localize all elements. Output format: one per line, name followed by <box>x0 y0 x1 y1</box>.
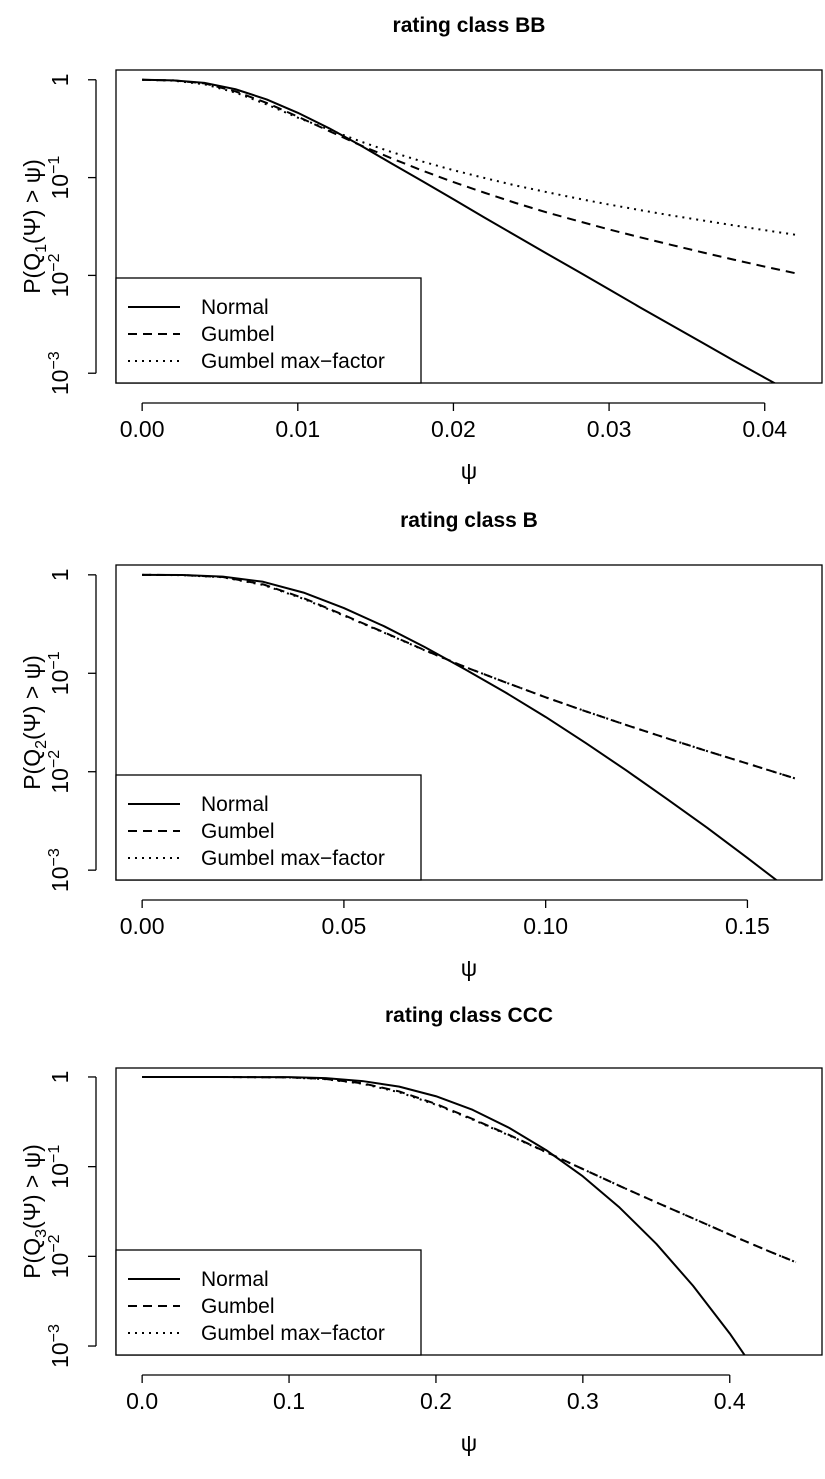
x-tick-label: 0.4 <box>714 1388 746 1414</box>
y-tick-base: 10 <box>47 1163 73 1189</box>
y-tick-base: 1 <box>47 73 73 86</box>
y-tick-label: 10−1 <box>46 1145 73 1189</box>
legend-label-2: Gumbel <box>201 820 275 843</box>
chart-title-text: rating class CCC <box>385 1004 553 1027</box>
x-tick-label: 0.01 <box>275 416 320 442</box>
chart-title: rating class CCC <box>385 1004 553 1027</box>
legend-label-2: Gumbel <box>201 1295 275 1318</box>
y-tick-label: 10−2 <box>46 253 73 297</box>
y-tick-base: 10 <box>47 272 73 298</box>
y-axis-label: P(Q3(Ψ) > ψ) <box>19 1144 50 1279</box>
plot-frame <box>115 564 823 881</box>
y-tick-base: 10 <box>47 1253 73 1279</box>
y-axis-label: P(Q2(Ψ) > ψ) <box>19 655 50 790</box>
y-tick-exponent: −2 <box>46 750 63 768</box>
series-line-1 <box>142 573 778 880</box>
y-tick-exponent: −1 <box>46 156 63 174</box>
chart-panel-1: rating class BB0.00 0.01 0.02 0.03 0.04ψ110−… <box>19 14 823 484</box>
series-line-3 <box>142 78 796 236</box>
y-tick-base: 10 <box>47 866 73 892</box>
y-tick-base: 10 <box>47 1342 73 1368</box>
x-axis-label: ψ <box>461 955 477 981</box>
x-tick-label: 0.04 <box>742 416 787 442</box>
series-line-3 <box>142 1075 797 1264</box>
x-tick-label: 0.00 <box>120 913 165 939</box>
y-tick-label: 1 <box>47 568 73 581</box>
y-axis-label-prefix: P(Q <box>19 253 45 294</box>
x-tick-label: 0.02 <box>431 416 476 442</box>
chart-panel-2: rating class B0.00 0.05 0.10 0.15ψ110−110−2… <box>19 509 823 981</box>
x-tick-label: 0.00 <box>120 416 165 442</box>
y-tick-label: 1 <box>47 1071 73 1084</box>
y-axis-label-subscript: 2 <box>33 740 50 749</box>
plot-frame <box>115 1067 823 1356</box>
chart-title: rating class B <box>400 509 538 532</box>
y-tick-label: 10−2 <box>46 750 73 794</box>
x-tick-label: 0.3 <box>567 1388 599 1414</box>
x-tick-label: 0.1 <box>273 1388 305 1414</box>
y-tick-base: 1 <box>47 1071 73 1084</box>
legend-box <box>115 1249 422 1356</box>
y-tick-label: 10−3 <box>46 848 73 892</box>
y-tick-base: 10 <box>47 670 73 696</box>
x-tick-label: 0.03 <box>587 416 632 442</box>
y-tick-exponent: −3 <box>46 1324 63 1342</box>
y-axis-label: P(Q1(Ψ) > ψ) <box>19 159 50 294</box>
legend-label-1: Normal <box>201 296 269 319</box>
legend-label-1: Normal <box>201 793 269 816</box>
y-axis-label-prefix: P(Q <box>19 749 45 790</box>
series-line-2 <box>142 1075 797 1264</box>
legend-box <box>115 774 422 881</box>
x-tick-label: 0.10 <box>523 913 568 939</box>
x-tick-label: 0.0 <box>126 1388 158 1414</box>
y-tick-base: 10 <box>47 174 73 200</box>
x-tick-label: 0.2 <box>420 1388 452 1414</box>
y-axis-label-prefix: P(Q <box>19 1238 45 1279</box>
y-axis-label-suffix: (Ψ) > ψ) <box>19 1144 45 1229</box>
legend-label-1: Normal <box>201 1268 269 1291</box>
legend-label-3: Gumbel max−factor <box>201 847 385 870</box>
x-tick-label: 0.05 <box>322 913 367 939</box>
x-axis-label: ψ <box>461 458 477 484</box>
y-axis-label-subscript: 3 <box>33 1229 50 1238</box>
legend-label-3: Gumbel max−factor <box>201 1322 385 1345</box>
chart-title-text: rating class B <box>400 509 538 532</box>
y-axis-label-suffix: (Ψ) > ψ) <box>19 655 45 740</box>
series-line-1 <box>142 78 777 383</box>
y-tick-exponent: −3 <box>46 351 63 369</box>
y-tick-label: 10−1 <box>46 651 73 695</box>
y-axis-label-suffix: (Ψ) > ψ) <box>19 159 45 244</box>
legend-label-2: Gumbel <box>201 323 275 346</box>
y-tick-exponent: −1 <box>46 651 63 669</box>
plot-frame <box>115 69 823 384</box>
y-tick-label: 10−3 <box>46 1324 73 1368</box>
y-tick-label: 1 <box>47 73 73 86</box>
x-axis-label: ψ <box>461 1430 477 1456</box>
y-tick-exponent: −2 <box>46 253 63 271</box>
y-tick-exponent: −2 <box>46 1234 63 1252</box>
legend-box <box>115 277 422 384</box>
series-line-3 <box>142 573 797 780</box>
y-tick-label: 10−2 <box>46 1234 73 1278</box>
y-tick-base: 10 <box>47 370 73 396</box>
series-line-2 <box>142 78 797 275</box>
y-tick-exponent: −3 <box>46 848 63 866</box>
series-line-2 <box>142 573 797 780</box>
legend-label-3: Gumbel max−factor <box>201 350 385 373</box>
y-tick-label: 10−3 <box>46 351 73 395</box>
y-tick-base: 10 <box>47 768 73 794</box>
x-tick-label: 0.15 <box>725 913 770 939</box>
y-tick-label: 10−1 <box>46 156 73 200</box>
chart-title: rating class BB <box>393 14 546 37</box>
y-tick-base: 1 <box>47 568 73 581</box>
chart-title-text: rating class BB <box>393 14 546 37</box>
y-axis-label-subscript: 1 <box>33 244 50 253</box>
y-tick-exponent: −1 <box>46 1145 63 1163</box>
